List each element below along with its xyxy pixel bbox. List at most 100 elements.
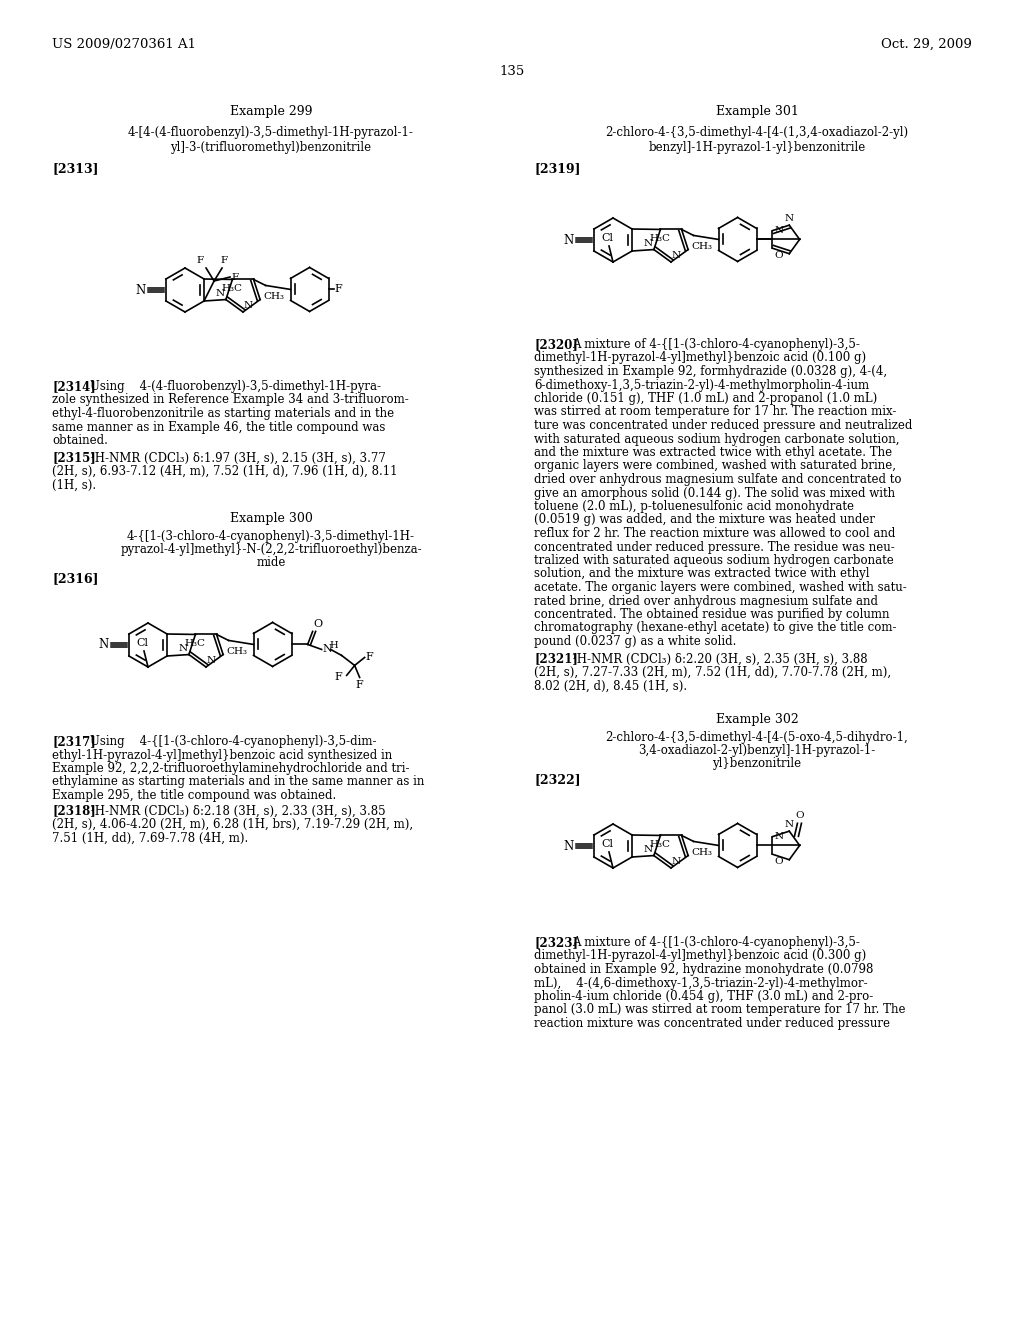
Text: Using    4-{[1-(3-chloro-4-cyanophenyl)-3,5-dim-: Using 4-{[1-(3-chloro-4-cyanophenyl)-3,5… (90, 735, 377, 748)
Text: Example 299: Example 299 (229, 106, 312, 117)
Text: and the mixture was extracted twice with ethyl acetate. The: and the mixture was extracted twice with… (534, 446, 892, 459)
Text: N: N (136, 284, 146, 297)
Text: acetate. The organic layers were combined, washed with satu-: acetate. The organic layers were combine… (534, 581, 906, 594)
Text: toluene (2.0 mL), p-toluenesulfonic acid monohydrate: toluene (2.0 mL), p-toluenesulfonic acid… (534, 500, 854, 513)
Text: N: N (644, 239, 653, 248)
Text: pound (0.0237 g) as a white solid.: pound (0.0237 g) as a white solid. (534, 635, 736, 648)
Text: 6-dimethoxy-1,3,5-triazin-2-yl)-4-methylmorpholin-4-ium: 6-dimethoxy-1,3,5-triazin-2-yl)-4-methyl… (534, 379, 869, 392)
Text: pholin-4-ium chloride (0.454 g), THF (3.0 mL) and 2-pro-: pholin-4-ium chloride (0.454 g), THF (3.… (534, 990, 873, 1003)
Text: chloride (0.151 g), THF (1.0 mL) and 2-propanol (1.0 mL): chloride (0.151 g), THF (1.0 mL) and 2-p… (534, 392, 878, 405)
Text: Example 295, the title compound was obtained.: Example 295, the title compound was obta… (52, 789, 336, 803)
Text: dimethyl-1H-pyrazol-4-yl]methyl}benzoic acid (0.300 g): dimethyl-1H-pyrazol-4-yl]methyl}benzoic … (534, 949, 866, 962)
Text: H₃C: H₃C (650, 841, 671, 850)
Text: panol (3.0 mL) was stirred at room temperature for 17 hr. The: panol (3.0 mL) was stirred at room tempe… (534, 1003, 905, 1016)
Text: reflux for 2 hr. The reaction mixture was allowed to cool and: reflux for 2 hr. The reaction mixture wa… (534, 527, 895, 540)
Text: Cl: Cl (601, 840, 613, 849)
Text: N: N (244, 301, 253, 310)
Text: Example 301: Example 301 (716, 106, 799, 117)
Text: N: N (774, 226, 783, 235)
Text: 7.51 (1H, dd), 7.69-7.78 (4H, m).: 7.51 (1H, dd), 7.69-7.78 (4H, m). (52, 832, 248, 845)
Text: [2313]: [2313] (52, 162, 98, 176)
Text: CH₃: CH₃ (263, 292, 284, 301)
Text: N: N (179, 644, 187, 652)
Text: N: N (98, 639, 109, 652)
Text: obtained in Example 92, hydrazine monohydrate (0.0798: obtained in Example 92, hydrazine monohy… (534, 964, 873, 975)
Text: [2317]: [2317] (52, 735, 96, 748)
Text: CH₃: CH₃ (691, 847, 712, 857)
Text: Cl: Cl (601, 234, 613, 243)
Text: concentrated. The obtained residue was purified by column: concentrated. The obtained residue was p… (534, 609, 890, 620)
Text: ¹H-NMR (CDCl₃) δ:1.97 (3H, s), 2.15 (3H, s), 3.77: ¹H-NMR (CDCl₃) δ:1.97 (3H, s), 2.15 (3H,… (90, 451, 386, 465)
Text: H₃C: H₃C (185, 639, 206, 648)
Text: Example 302: Example 302 (716, 713, 799, 726)
Text: [2315]: [2315] (52, 451, 96, 465)
Text: O: O (313, 619, 323, 630)
Text: mL),    4-(4,6-dimethoxy-1,3,5-triazin-2-yl)-4-methylmor-: mL), 4-(4,6-dimethoxy-1,3,5-triazin-2-yl… (534, 977, 867, 990)
Text: reaction mixture was concentrated under reduced pressure: reaction mixture was concentrated under … (534, 1016, 890, 1030)
Text: yl}benzonitrile: yl}benzonitrile (713, 756, 802, 770)
Text: [2322]: [2322] (534, 774, 581, 785)
Text: ethylamine as starting materials and in the same manner as in: ethylamine as starting materials and in … (52, 776, 424, 788)
Text: CH₃: CH₃ (226, 647, 247, 656)
Text: was stirred at room temperature for 17 hr. The reaction mix-: was stirred at room temperature for 17 h… (534, 405, 896, 418)
Text: O: O (774, 251, 783, 260)
Text: F: F (366, 652, 374, 663)
Text: [2314]: [2314] (52, 380, 96, 393)
Text: give an amorphous solid (0.144 g). The solid was mixed with: give an amorphous solid (0.144 g). The s… (534, 487, 895, 499)
Text: N: N (784, 214, 794, 223)
Text: [2320]: [2320] (534, 338, 578, 351)
Text: A mixture of 4-{[1-(3-chloro-4-cyanophenyl)-3,5-: A mixture of 4-{[1-(3-chloro-4-cyanophen… (572, 338, 860, 351)
Text: with saturated aqueous sodium hydrogen carbonate solution,: with saturated aqueous sodium hydrogen c… (534, 433, 899, 446)
Text: obtained.: obtained. (52, 434, 108, 447)
Text: 2-chloro-4-{3,5-dimethyl-4-[4-(1,3,4-oxadiazol-2-yl): 2-chloro-4-{3,5-dimethyl-4-[4-(1,3,4-oxa… (605, 125, 908, 139)
Text: N: N (563, 840, 573, 853)
Text: pyrazol-4-yl]methyl}-N-(2,2,2-trifluoroethyl)benza-: pyrazol-4-yl]methyl}-N-(2,2,2-trifluoroe… (120, 543, 422, 556)
Text: ethyl-4-fluorobenzonitrile as starting materials and in the: ethyl-4-fluorobenzonitrile as starting m… (52, 407, 394, 420)
Text: O: O (774, 857, 783, 866)
Text: H₃C: H₃C (222, 284, 243, 293)
Text: 135: 135 (500, 65, 524, 78)
Text: N: N (323, 644, 333, 655)
Text: zole synthesized in Reference Example 34 and 3-trifluorom-: zole synthesized in Reference Example 34… (52, 393, 409, 407)
Text: F: F (335, 672, 343, 682)
Text: H: H (330, 642, 338, 649)
Text: chromatography (hexane-ethyl acetate) to give the title com-: chromatography (hexane-ethyl acetate) to… (534, 622, 896, 635)
Text: H₃C: H₃C (650, 235, 671, 243)
Text: A mixture of 4-{[1-(3-chloro-4-cyanophenyl)-3,5-: A mixture of 4-{[1-(3-chloro-4-cyanophen… (572, 936, 860, 949)
Text: ¹H-NMR (CDCl₃) δ:2.18 (3H, s), 2.33 (3H, s), 3.85: ¹H-NMR (CDCl₃) δ:2.18 (3H, s), 2.33 (3H,… (90, 804, 386, 817)
Text: [2316]: [2316] (52, 572, 98, 585)
Text: yl]-3-(trifluoromethyl)benzonitrile: yl]-3-(trifluoromethyl)benzonitrile (170, 141, 372, 154)
Text: dried over anhydrous magnesium sulfate and concentrated to: dried over anhydrous magnesium sulfate a… (534, 473, 901, 486)
Text: dimethyl-1H-pyrazol-4-yl]methyl}benzoic acid (0.100 g): dimethyl-1H-pyrazol-4-yl]methyl}benzoic … (534, 351, 866, 364)
Text: tralized with saturated aqueous sodium hydrogen carbonate: tralized with saturated aqueous sodium h… (534, 554, 894, 568)
Text: [2323]: [2323] (534, 936, 578, 949)
Text: benzyl]-1H-pyrazol-1-yl}benzonitrile: benzyl]-1H-pyrazol-1-yl}benzonitrile (648, 141, 865, 154)
Text: [2321]: [2321] (534, 652, 578, 665)
Text: N: N (644, 845, 653, 854)
Text: N: N (672, 251, 681, 260)
Text: 3,4-oxadiazol-2-yl)benzyl]-1H-pyrazol-1-: 3,4-oxadiazol-2-yl)benzyl]-1H-pyrazol-1- (638, 744, 876, 756)
Text: (2H, s), 6.93-7.12 (4H, m), 7.52 (1H, d), 7.96 (1H, d), 8.11: (2H, s), 6.93-7.12 (4H, m), 7.52 (1H, d)… (52, 465, 397, 478)
Text: F: F (231, 272, 239, 281)
Text: [2319]: [2319] (534, 162, 581, 176)
Text: F: F (335, 284, 342, 294)
Text: rated brine, dried over anhydrous magnesium sulfate and: rated brine, dried over anhydrous magnes… (534, 594, 878, 607)
Text: concentrated under reduced pressure. The residue was neu-: concentrated under reduced pressure. The… (534, 540, 895, 553)
Text: N: N (207, 656, 216, 665)
Text: same manner as in Example 46, the title compound was: same manner as in Example 46, the title … (52, 421, 385, 433)
Text: synthesized in Example 92, formhydrazide (0.0328 g), 4-(4,: synthesized in Example 92, formhydrazide… (534, 366, 887, 378)
Text: F: F (197, 256, 204, 265)
Text: US 2009/0270361 A1: US 2009/0270361 A1 (52, 38, 196, 51)
Text: CH₃: CH₃ (691, 242, 712, 251)
Text: Cl: Cl (136, 638, 148, 648)
Text: Oct. 29, 2009: Oct. 29, 2009 (881, 38, 972, 51)
Text: Example 300: Example 300 (229, 512, 312, 525)
Text: 4-{[1-(3-chloro-4-cyanophenyl)-3,5-dimethyl-1H-: 4-{[1-(3-chloro-4-cyanophenyl)-3,5-dimet… (127, 531, 415, 543)
Text: ture was concentrated under reduced pressure and neutralized: ture was concentrated under reduced pres… (534, 418, 912, 432)
Text: (0.0519 g) was added, and the mixture was heated under: (0.0519 g) was added, and the mixture wa… (534, 513, 874, 527)
Text: N: N (563, 234, 573, 247)
Text: organic layers were combined, washed with saturated brine,: organic layers were combined, washed wit… (534, 459, 896, 473)
Text: mide: mide (256, 556, 286, 569)
Text: (1H, s).: (1H, s). (52, 479, 96, 491)
Text: N: N (672, 857, 681, 866)
